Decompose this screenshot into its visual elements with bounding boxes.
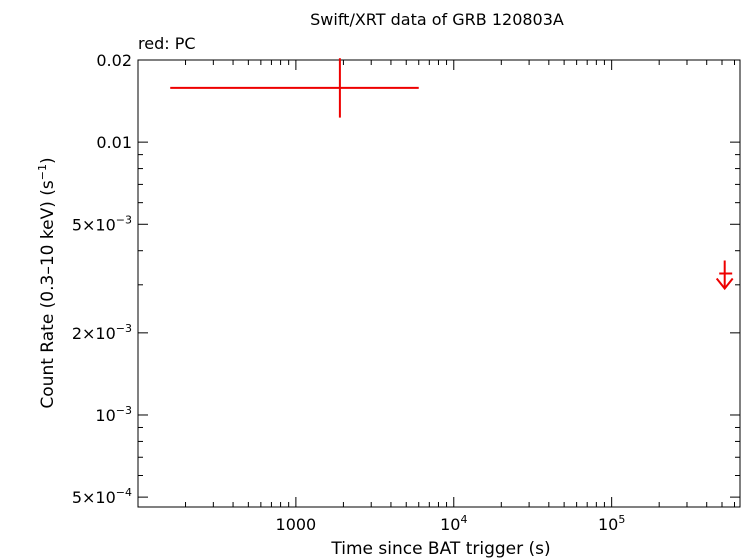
y-tick-label: 10−3	[95, 404, 132, 425]
y-axis-label: Count Rate (0.3–10 keV) (s−1)	[36, 157, 58, 408]
y-tick-label: 0.01	[96, 133, 132, 152]
y-tick-label: 2×10−3	[72, 322, 132, 343]
plot-border	[137, 59, 741, 508]
plot-frame	[137, 59, 741, 508]
x-axis-label: Time since BAT trigger (s)	[330, 539, 550, 558]
data-points	[170, 58, 734, 291]
y-tick-label: 0.02	[96, 51, 132, 70]
y-axis-label-sup: −1	[36, 164, 49, 180]
y-axis-label-main: Count Rate (0.3–10 keV) (s	[38, 180, 58, 408]
y-tick-label: 5×10−3	[72, 213, 132, 234]
y-tick-label: 5×10−4	[72, 486, 132, 507]
x-tick-label: 104	[440, 513, 467, 534]
chart-title: Swift/XRT data of GRB 120803A	[310, 10, 564, 29]
tick-labels: 1000 104 105 0.02 0.01 5×10−3 2×10−3 10−3 5×10−4	[72, 51, 626, 534]
y-axis-label-end: )	[38, 157, 58, 164]
axis-ticks	[137, 59, 740, 507]
upper-limit-arrow-icon	[715, 277, 734, 291]
x-tick-label: 1000	[276, 515, 317, 534]
x-tick-label: 105	[598, 513, 625, 534]
legend-note: red: PC	[138, 34, 196, 53]
